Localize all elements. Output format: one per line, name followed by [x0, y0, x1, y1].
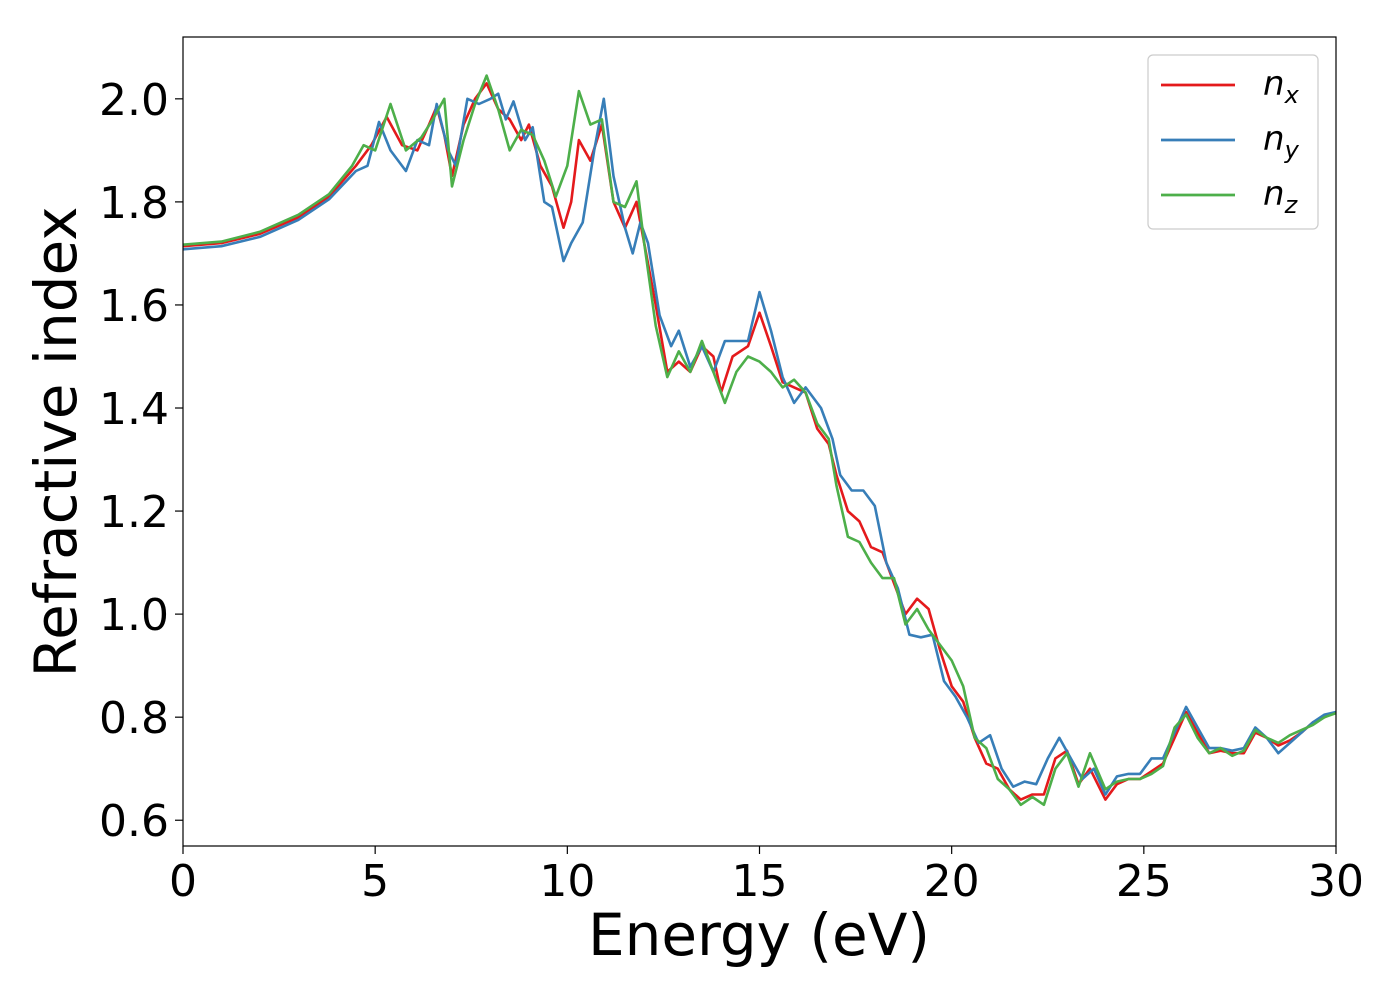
- series-layer: [182, 74, 1337, 807]
- legend-label-subscript: x: [1284, 81, 1300, 109]
- x-tick-label: 10: [539, 856, 595, 907]
- legend-label-z: nz: [1263, 174, 1299, 219]
- y-axis-ticks: 0.6 0.8 1.0 1.2 1.4 1.6 1.8 2.0: [99, 75, 183, 847]
- x-tick-label: 5: [361, 856, 389, 907]
- legend-label-main: n: [1263, 119, 1285, 159]
- x-axis-label: Energy (eV): [588, 901, 930, 969]
- legend-label-y: ny: [1263, 119, 1300, 164]
- x-tick-label: 0: [169, 856, 197, 907]
- y-tick-label: 1.8: [99, 178, 169, 229]
- legend-label-subscript: z: [1284, 191, 1299, 219]
- y-tick-label: 0.8: [99, 693, 169, 744]
- y-tick-label: 1.2: [99, 487, 169, 538]
- legend-label-subscript: y: [1284, 136, 1300, 164]
- x-tick-label: 25: [1116, 856, 1172, 907]
- y-tick-label: 1.0: [99, 590, 169, 641]
- x-tick-label: 20: [924, 856, 980, 907]
- series-line-z: [182, 74, 1337, 807]
- legend-label-x: nx: [1263, 64, 1300, 109]
- legend-label-main: n: [1263, 64, 1285, 104]
- y-tick-label: 1.4: [99, 384, 169, 435]
- x-axis-ticks: 0 5 10 15 20 25 30: [169, 846, 1364, 907]
- y-tick-label: 1.6: [99, 281, 169, 332]
- legend-label-main: n: [1263, 174, 1285, 214]
- y-axis-label: Refractive index: [22, 206, 90, 677]
- x-tick-label: 15: [732, 856, 788, 907]
- x-tick-label: 30: [1308, 856, 1364, 907]
- y-tick-label: 2.0: [99, 75, 169, 126]
- legend-box: [1147, 54, 1319, 230]
- y-tick-label: 0.6: [99, 796, 169, 847]
